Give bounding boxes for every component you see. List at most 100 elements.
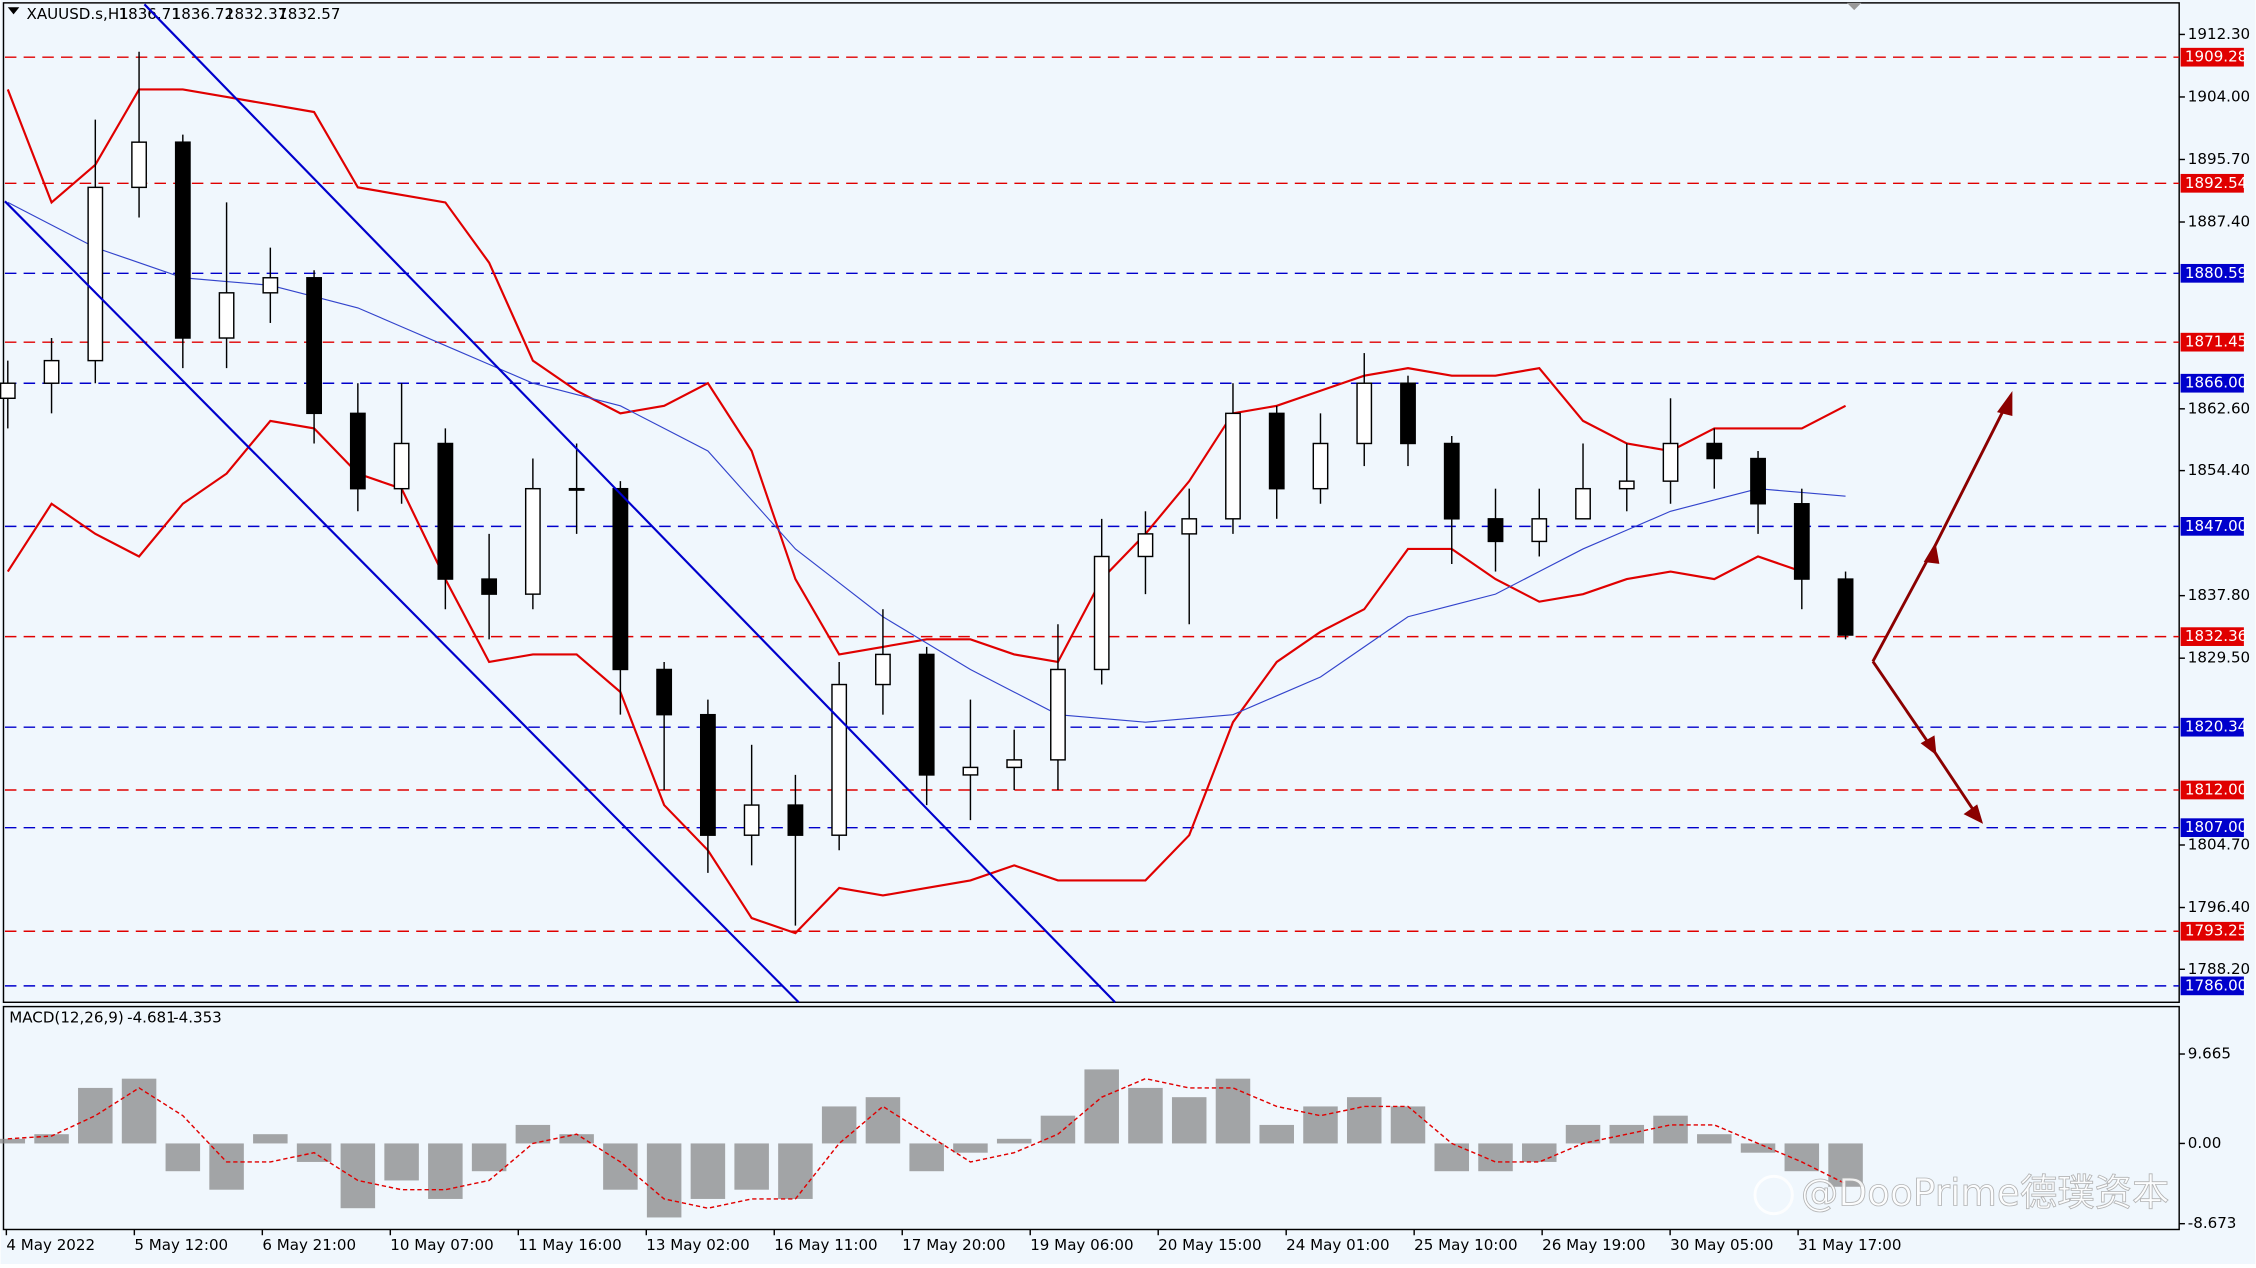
level-label: 1786.00 [2185, 976, 2247, 994]
signal-line [7, 1077, 1846, 1209]
level-tag [2180, 332, 2244, 352]
candle-body [787, 804, 804, 836]
y-tick-label: 1829.50 [2188, 649, 2250, 667]
plot-layer: 1912.30 1904.00 1895.70 1887.40 1862.60 1854.… [0, 25, 2250, 1254]
candle-body [656, 668, 673, 716]
candle-body [1268, 412, 1285, 490]
macd-bar [1434, 1143, 1470, 1172]
macd-bar [1128, 1087, 1163, 1144]
signal-value: -4.353 [173, 1009, 222, 1027]
macd-bar [165, 1143, 201, 1172]
level-tag [2180, 818, 2244, 838]
bollinger-lower [6, 419, 1803, 935]
y-tick-label: 1837.80 [2188, 586, 2250, 604]
macd-bar [471, 1143, 507, 1172]
x-tick-label: 13 May 02:00 [646, 1236, 749, 1254]
y-tick-label: 1788.20 [2188, 960, 2250, 978]
macd-bar [953, 1143, 988, 1153]
candle-body [87, 186, 104, 362]
chart-title: XAUUSD.s,H1 1836.71 1836.72 1832.37 1832… [26, 5, 340, 23]
candle-body [918, 653, 935, 776]
y-tick-label: -8.673 [2188, 1214, 2237, 1232]
macd-bar [1740, 1143, 1776, 1153]
candle-body [1093, 555, 1110, 671]
shift-marker [1846, 2, 1862, 11]
candle-body [1531, 518, 1548, 543]
candle-body [1356, 382, 1373, 445]
candle-body [831, 683, 848, 836]
x-tick-label: 11 May 16:00 [518, 1236, 621, 1254]
level-label: 1807.00 [2185, 818, 2247, 836]
level-tag [2180, 263, 2244, 283]
x-tick-label: 6 May 21:00 [262, 1236, 356, 1254]
x-tick-label: 4 May 2022 [6, 1236, 95, 1254]
channel [4, 3, 1116, 1004]
macd-bar [1171, 1097, 1207, 1144]
y-tick-label: 1796.40 [2188, 898, 2250, 916]
candle-body [1750, 457, 1766, 505]
up-arrow-head [1997, 391, 2013, 416]
macd-bar [1215, 1078, 1251, 1144]
y-tick-label: 0.00 [2188, 1134, 2222, 1152]
macd-bar [1522, 1143, 1557, 1162]
candle-body [349, 412, 366, 490]
candle-body [1837, 578, 1854, 636]
macd-bar [1653, 1115, 1688, 1144]
level-label: 1820.34 [2185, 718, 2247, 736]
candle-body [1181, 518, 1198, 535]
candle-body [1487, 518, 1504, 543]
candle-body [1618, 480, 1635, 490]
macd-bar [778, 1143, 813, 1199]
macd-bar [909, 1143, 944, 1172]
level-tag [2180, 780, 2244, 800]
macd-bar [384, 1143, 419, 1181]
macd-bar [253, 1134, 288, 1144]
x-tick-label: 30 May 05:00 [1670, 1236, 1773, 1254]
candle-body [962, 766, 979, 776]
candle-body [743, 804, 760, 836]
bollinger-upper [6, 88, 1847, 664]
y-tick-label: 1904.00 [2188, 87, 2250, 105]
macd-bar [1390, 1106, 1426, 1144]
menu-icon [7, 7, 20, 15]
level-label: 1892.54 [2185, 174, 2247, 192]
candle-body [174, 141, 191, 339]
level-label: 1871.45 [2185, 333, 2247, 351]
macd-bar [559, 1134, 594, 1144]
level-tag [2180, 173, 2244, 193]
candle-body [393, 442, 410, 490]
candle-body [1312, 442, 1329, 490]
last-close: 1832.57 [278, 5, 340, 23]
macd-value: -4.681 [127, 1009, 176, 1027]
macd-bar [428, 1143, 463, 1199]
y-tick-label: 1854.40 [2188, 461, 2250, 479]
macd-bar [821, 1106, 857, 1144]
level-label: 1880.59 [2185, 264, 2247, 282]
macd-bar [340, 1143, 376, 1209]
candle-body [0, 382, 16, 400]
channel-lower [4, 200, 800, 1004]
candle-body [1443, 442, 1460, 520]
candle-body [437, 442, 454, 580]
level-label: 1812.00 [2185, 781, 2247, 799]
macd-bar [646, 1143, 682, 1218]
macd-bar [690, 1143, 726, 1199]
level-label: 1832.36 [2185, 627, 2247, 645]
candle-body [1050, 668, 1066, 761]
macd-bar [1565, 1124, 1601, 1144]
candle-body [218, 292, 235, 339]
macd-bar [996, 1138, 1032, 1144]
macd-bar [78, 1087, 113, 1144]
level-label: 1847.00 [2185, 517, 2247, 535]
x-tick-label: 24 May 01:00 [1286, 1236, 1389, 1254]
candle-body [481, 578, 498, 595]
last-open: 1836.71 [119, 5, 181, 23]
x-tick-label: 25 May 10:00 [1414, 1236, 1517, 1254]
watermark-text: @DooPrime德璞资本 [1801, 1170, 2169, 1214]
macd-label: MACD(12,26,9) [9, 1009, 124, 1027]
level-label: 1909.28 [2185, 48, 2247, 66]
watermark: @DooPrime德璞资本 [1753, 1170, 2170, 1216]
y-tick-label: 1912.30 [2188, 25, 2250, 43]
candle-body [1706, 442, 1723, 460]
